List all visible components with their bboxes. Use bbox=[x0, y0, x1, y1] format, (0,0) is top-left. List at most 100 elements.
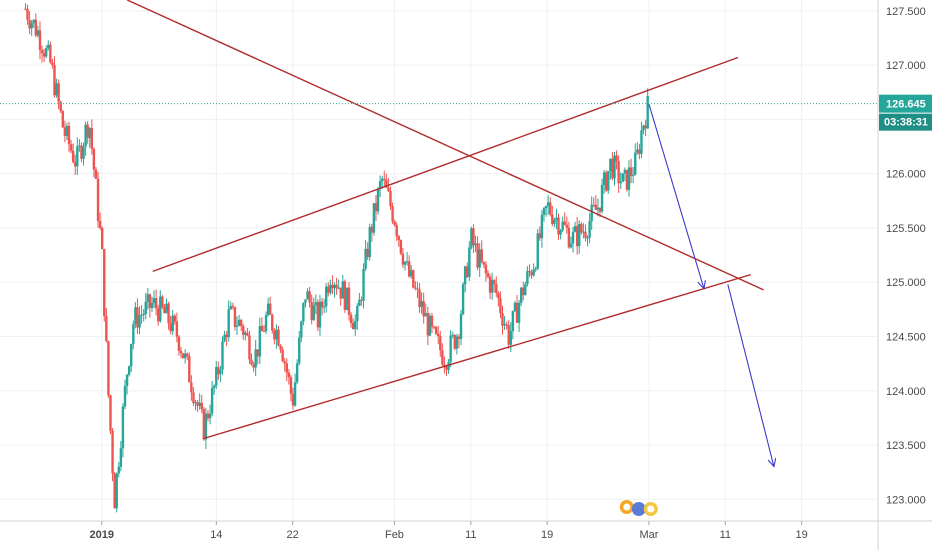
candle-body bbox=[459, 313, 463, 339]
candle-body bbox=[268, 303, 272, 315]
candle-body bbox=[34, 19, 38, 36]
candle-body bbox=[486, 273, 490, 277]
candle-body bbox=[57, 83, 60, 102]
candle-body bbox=[395, 225, 398, 237]
candle-body bbox=[302, 302, 305, 322]
y-tick-label: 125.000 bbox=[886, 277, 926, 289]
arrow-projection-1[interactable] bbox=[648, 104, 704, 287]
candle-body bbox=[605, 172, 608, 191]
candle-body bbox=[275, 329, 278, 340]
candle-body bbox=[306, 291, 309, 300]
candle-body bbox=[480, 249, 483, 262]
candle-body bbox=[422, 301, 425, 317]
candle-body bbox=[227, 309, 230, 338]
candle-body bbox=[279, 345, 282, 350]
candle-body bbox=[136, 307, 139, 328]
candle-body bbox=[596, 207, 600, 210]
candle-body bbox=[308, 291, 311, 303]
candle-body bbox=[225, 334, 228, 338]
candle-body bbox=[383, 178, 386, 180]
candle-body bbox=[354, 321, 357, 330]
candle-body bbox=[163, 307, 166, 314]
candle-body bbox=[345, 287, 349, 310]
candle-body bbox=[318, 301, 322, 328]
candle-body bbox=[111, 430, 114, 474]
y-tick-label: 125.500 bbox=[886, 223, 926, 235]
candle-body bbox=[179, 350, 183, 354]
x-tick-label: Feb bbox=[385, 529, 404, 541]
candle-body bbox=[96, 178, 100, 221]
candle-body bbox=[461, 284, 465, 314]
candle-body bbox=[215, 367, 218, 386]
candle-body bbox=[210, 387, 214, 414]
candle-body bbox=[156, 308, 160, 322]
event-marker-center bbox=[623, 503, 631, 511]
candle-body bbox=[148, 294, 152, 308]
candle-body bbox=[171, 315, 174, 332]
candle-body bbox=[580, 224, 583, 233]
candle-body bbox=[324, 286, 328, 307]
x-tick-label: 19 bbox=[541, 529, 553, 541]
candle-body bbox=[557, 217, 560, 235]
candle-body bbox=[291, 393, 295, 406]
candle-body bbox=[246, 332, 249, 336]
candle-body bbox=[634, 152, 637, 175]
overlay: 126.645 03:38:31 bbox=[0, 94, 932, 516]
candle-body bbox=[578, 224, 581, 247]
trendline-channel-lower[interactable] bbox=[203, 273, 751, 440]
candle-body bbox=[146, 294, 150, 302]
candle-body bbox=[130, 343, 133, 367]
last-price-value: 126.645 bbox=[886, 99, 926, 111]
candle-body bbox=[615, 155, 618, 162]
candle-body bbox=[532, 269, 535, 276]
candle-body bbox=[470, 228, 473, 248]
candle-body bbox=[314, 302, 318, 306]
candle-body bbox=[424, 313, 427, 317]
trendline-channel-upper[interactable] bbox=[152, 56, 739, 273]
candle-body bbox=[252, 364, 255, 368]
y-tick-label: 123.000 bbox=[886, 494, 926, 506]
candle-body bbox=[561, 221, 564, 231]
candle-body bbox=[327, 286, 330, 293]
event-marker[interactable] bbox=[631, 502, 646, 516]
candle-body bbox=[196, 402, 199, 406]
candle-body bbox=[449, 335, 452, 363]
candle-body bbox=[237, 320, 241, 326]
candle-body bbox=[256, 349, 259, 357]
candle-body bbox=[312, 305, 315, 321]
candle-body bbox=[509, 331, 512, 345]
trendline-descending-resistance[interactable] bbox=[126, 0, 764, 291]
candle-body bbox=[339, 287, 342, 299]
candle-body bbox=[613, 155, 616, 179]
candle-body bbox=[455, 336, 459, 349]
candle-body bbox=[161, 296, 164, 308]
candle-body bbox=[598, 207, 602, 212]
x-tick-label: 2019 bbox=[90, 529, 114, 541]
candle-body bbox=[239, 320, 243, 327]
candle-body bbox=[69, 144, 73, 151]
candle-body bbox=[389, 190, 392, 207]
event-marker-center bbox=[647, 505, 655, 513]
candle-body bbox=[262, 330, 266, 332]
candle-body bbox=[277, 329, 280, 346]
candle-body bbox=[519, 287, 523, 303]
candle-body bbox=[107, 341, 110, 396]
candle-body bbox=[555, 217, 558, 220]
arrow-projection-2[interactable] bbox=[727, 284, 774, 465]
candle-body bbox=[416, 288, 419, 290]
candle-body bbox=[266, 303, 270, 316]
candle-body bbox=[372, 203, 376, 233]
candle-body bbox=[488, 276, 492, 293]
candle-body bbox=[607, 171, 610, 191]
candle-body bbox=[92, 148, 96, 170]
candle-body bbox=[71, 150, 75, 163]
candle-body bbox=[183, 353, 187, 359]
candle-body bbox=[360, 299, 363, 301]
candle-body bbox=[366, 248, 369, 258]
candle-body bbox=[233, 307, 237, 328]
candle-body bbox=[177, 336, 181, 351]
candle-body bbox=[90, 127, 94, 149]
x-tick-label: 22 bbox=[287, 529, 299, 541]
candle-body bbox=[536, 233, 539, 269]
candle-body bbox=[78, 145, 81, 147]
